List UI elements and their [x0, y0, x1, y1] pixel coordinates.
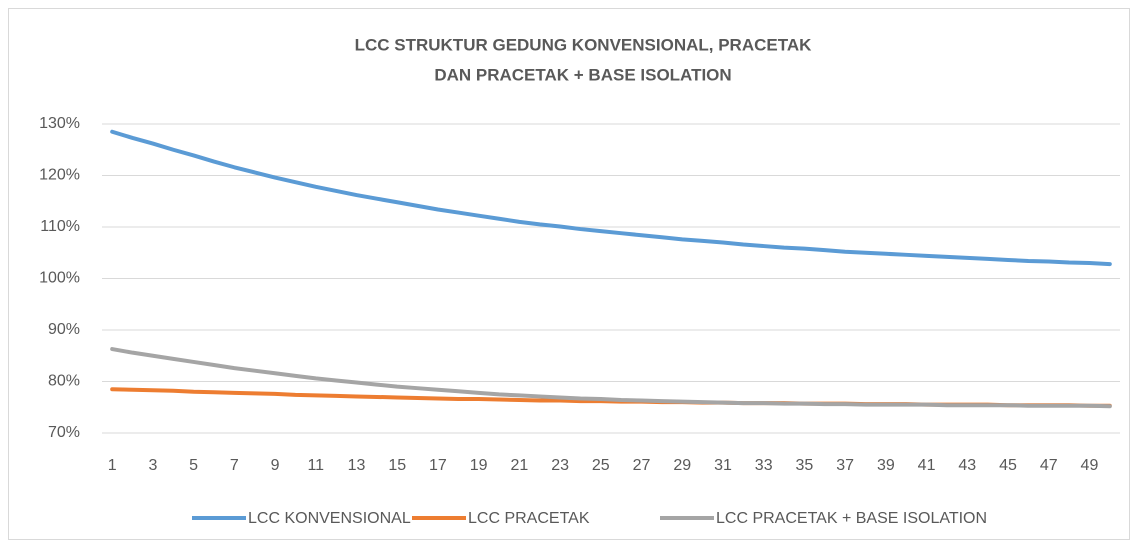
x-tick-label: 21 — [510, 457, 528, 474]
chart-title: LCC STRUKTUR GEDUNG KONVENSIONAL, PRACET… — [355, 35, 813, 54]
legend-label: LCC PRACETAK — [468, 510, 590, 527]
x-tick-label: 29 — [673, 457, 691, 474]
y-tick-label: 120% — [39, 167, 80, 184]
x-tick-label: 31 — [714, 457, 732, 474]
x-tick-label: 23 — [551, 457, 569, 474]
x-tick-label: 19 — [470, 457, 488, 474]
x-tick-label: 37 — [836, 457, 854, 474]
x-tick-label: 5 — [189, 457, 198, 474]
x-tick-label: 47 — [1040, 457, 1058, 474]
y-tick-label: 90% — [48, 321, 80, 338]
x-tick-label: 15 — [388, 457, 406, 474]
x-tick-label: 3 — [148, 457, 157, 474]
x-tick-label: 39 — [877, 457, 895, 474]
chart-frame — [8, 8, 1130, 540]
x-tick-label: 25 — [592, 457, 610, 474]
x-tick-label: 45 — [999, 457, 1017, 474]
y-tick-label: 80% — [48, 373, 80, 390]
legend-label: LCC PRACETAK + BASE ISOLATION — [716, 510, 987, 527]
x-tick-label: 27 — [633, 457, 651, 474]
x-tick-label: 43 — [958, 457, 976, 474]
x-tick-label: 33 — [755, 457, 773, 474]
y-tick-label: 100% — [39, 270, 80, 287]
y-tick-label: 70% — [48, 424, 80, 441]
x-tick-label: 13 — [348, 457, 366, 474]
chart-title: DAN PRACETAK + BASE ISOLATION — [434, 65, 731, 84]
series-line — [110, 347, 1112, 409]
x-tick-label: 11 — [307, 457, 324, 474]
x-tick-label: 41 — [918, 457, 936, 474]
x-tick-label: 49 — [1081, 457, 1099, 474]
series-line — [110, 129, 1112, 267]
y-tick-label: 130% — [39, 115, 80, 132]
x-tick-label: 9 — [271, 457, 280, 474]
x-tick-label: 1 — [108, 457, 117, 474]
legend-label: LCC KONVENSIONAL — [248, 510, 411, 527]
x-tick-label: 7 — [230, 457, 239, 474]
y-tick-label: 110% — [40, 218, 80, 235]
x-tick-label: 17 — [429, 457, 447, 474]
x-tick-label: 35 — [796, 457, 814, 474]
